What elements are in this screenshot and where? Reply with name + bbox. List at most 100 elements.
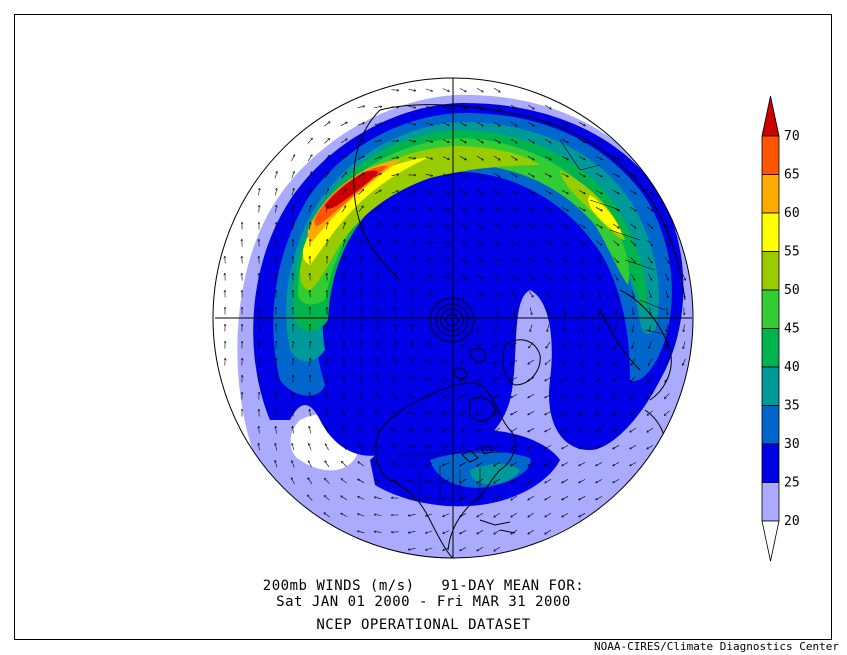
polar-vortex — [429, 297, 475, 343]
wind-vector — [409, 377, 415, 382]
colorbar-tick-label: 35 — [784, 399, 800, 414]
wind-vector — [564, 324, 566, 332]
wind-vector — [493, 172, 500, 177]
wind-vector — [361, 257, 362, 264]
wind-vector — [425, 88, 433, 91]
wind-vector — [527, 241, 534, 244]
wind-vector — [476, 87, 483, 92]
wind-vector — [375, 207, 380, 212]
wind-vector — [459, 88, 466, 91]
wind-vector — [545, 290, 550, 297]
wind-vector — [683, 358, 686, 365]
wind-vector — [340, 122, 347, 126]
wind-vector — [426, 513, 433, 516]
wind-vector — [494, 478, 501, 483]
wind-vector — [614, 376, 619, 381]
wind-vector — [442, 173, 449, 177]
wind-vector — [665, 375, 670, 382]
wind-vector — [341, 189, 346, 196]
wind-vector — [308, 495, 313, 501]
wind-vector — [547, 324, 550, 332]
wind-vector — [357, 156, 364, 160]
wind-vector — [308, 206, 311, 213]
wind-vector — [327, 393, 328, 400]
wind-vector — [293, 223, 294, 230]
wind-vector — [613, 257, 619, 262]
wind-vector — [544, 156, 551, 159]
wind-vector — [578, 240, 585, 245]
wind-vector — [326, 223, 327, 230]
wind-vector — [442, 207, 450, 211]
wind-vector — [392, 429, 399, 432]
wind-vector — [357, 123, 365, 126]
wind-vector — [544, 207, 551, 210]
wind-vector — [528, 291, 533, 297]
wind-vector — [343, 240, 344, 247]
wind-vector — [596, 240, 602, 245]
wind-vector — [561, 173, 568, 176]
wind-vector — [630, 257, 635, 262]
wind-vector — [410, 359, 415, 366]
wind-vector — [392, 411, 399, 416]
wind-vector — [442, 275, 450, 278]
wind-vector — [361, 376, 362, 383]
wind-vector — [579, 496, 586, 499]
wind-vector — [613, 273, 618, 280]
wind-vector — [409, 430, 416, 431]
wind-vector — [632, 341, 635, 349]
wind-vector — [359, 240, 362, 247]
wind-vector — [443, 513, 450, 517]
wind-vector — [459, 240, 466, 245]
wind-vector — [442, 105, 449, 109]
wind-vector — [578, 156, 585, 159]
colorbar-swatch — [761, 174, 780, 214]
wind-vector — [476, 138, 483, 143]
wind-vector — [259, 427, 260, 434]
wind-vector — [443, 377, 450, 380]
wind-vector — [442, 241, 450, 244]
wind-vector — [375, 497, 382, 500]
europe-outline — [599, 289, 672, 401]
wind-vector — [358, 514, 365, 517]
wind-vector — [494, 393, 501, 398]
wind-vector — [545, 359, 551, 365]
wind-vector — [494, 427, 501, 432]
wind-vector — [259, 444, 260, 451]
colorbar-max-triangle — [761, 95, 780, 137]
wind-vector — [412, 291, 413, 298]
wind-vector — [477, 410, 484, 415]
hudson-bay — [469, 397, 496, 422]
wind-vector — [579, 428, 586, 431]
wind-vector — [528, 428, 535, 431]
great-lakes — [461, 445, 493, 463]
wind-vector — [511, 342, 517, 348]
wind-vector — [511, 427, 518, 432]
wind-vector — [307, 138, 312, 144]
wind-vector — [512, 307, 515, 315]
wind-vector — [342, 462, 347, 467]
wind-vector — [374, 140, 382, 143]
wind-vector — [358, 479, 365, 483]
wind-vector — [650, 324, 651, 332]
wind-vector — [494, 410, 501, 415]
wind-vector — [342, 444, 347, 450]
wind-vector — [613, 445, 620, 448]
wind-vector — [510, 189, 517, 194]
wind-vector — [595, 139, 602, 142]
wind-vector — [459, 274, 466, 279]
wind-vector — [425, 209, 433, 210]
wind-vector — [596, 410, 603, 415]
wind-vector — [375, 428, 381, 433]
wind-vector — [460, 410, 467, 415]
wind-vector — [460, 342, 467, 347]
wind-vector — [426, 530, 433, 533]
wind-vector — [326, 427, 329, 434]
wind-vector — [409, 498, 416, 499]
wind-vector — [596, 445, 603, 448]
wind-vector — [494, 444, 501, 449]
wind-vector — [629, 206, 636, 211]
colorbar-swatch — [761, 212, 780, 252]
wind-vector — [545, 411, 552, 414]
wind-vector — [528, 274, 534, 279]
wind-vector — [630, 410, 636, 415]
